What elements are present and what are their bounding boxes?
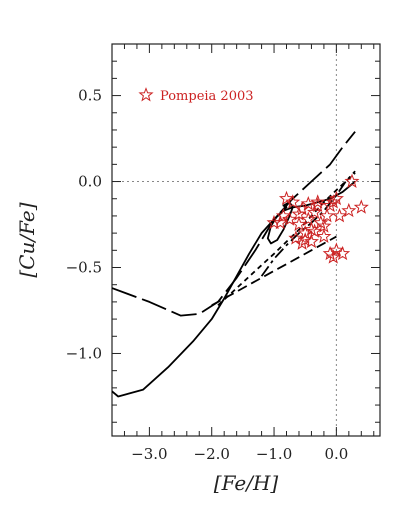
observation-star: [319, 207, 335, 223]
plot-frame: [111, 43, 381, 437]
observation-star: [285, 194, 301, 209]
observation-stars: [266, 173, 369, 264]
y-tick-label: −1.0: [66, 344, 102, 362]
x-axis-label: [Fe/H]: [214, 471, 279, 495]
observation-star: [331, 207, 348, 223]
observation-star: [322, 197, 338, 213]
observation-star: [328, 242, 344, 257]
observation-star: [291, 216, 307, 231]
observation-star: [335, 245, 351, 261]
observation-star: [310, 194, 326, 209]
observation-star: [316, 228, 332, 243]
model-line-long-dash: [112, 131, 356, 317]
x-tick-label: −3.0: [131, 445, 167, 463]
observation-star: [341, 202, 357, 218]
legend-label: Pompeia 2003: [160, 89, 254, 104]
observation-star: [307, 204, 323, 219]
observation-star: [300, 195, 316, 211]
x-tick-label: 0.0: [324, 445, 348, 463]
model-line-solid: [112, 180, 356, 398]
observation-star: [278, 190, 295, 206]
model-line-short-dash: [217, 172, 356, 306]
y-tick-label: 0.5: [78, 87, 102, 105]
x-tick-label: −2.0: [194, 445, 230, 463]
axis-ticks: [111, 43, 380, 436]
model-line-dash: [211, 235, 337, 307]
observation-star: [353, 199, 369, 214]
observation-star: [297, 232, 313, 247]
reference-lines: [112, 44, 380, 436]
observation-star: [307, 223, 323, 238]
observation-star: [303, 233, 319, 249]
legend-star-icon: [138, 87, 154, 102]
observation-star: [282, 211, 298, 226]
observation-star: [275, 207, 291, 223]
y-axis-label: [Cu/Fe]: [15, 202, 39, 277]
observation-star: [322, 245, 338, 261]
observation-star: [294, 235, 310, 250]
x-tick-label: −1.0: [256, 445, 292, 463]
y-tick-label: 0.0: [78, 173, 102, 191]
observation-star: [291, 206, 307, 221]
observation-star: [328, 190, 344, 206]
tick-labels: −3.0 −2.0 −1.0 0.0 0.5 0.0 −0.5 −1.0: [66, 87, 349, 463]
model-line-dash-dot: [260, 170, 356, 277]
observation-star: [313, 214, 329, 230]
observation-star: [300, 211, 316, 226]
observation-star: [266, 214, 282, 230]
y-tick-label: −0.5: [66, 259, 102, 277]
observation-star: [325, 249, 341, 264]
legend-star-marker: [138, 87, 154, 102]
model-lines: [112, 131, 356, 398]
observation-star: [344, 173, 360, 188]
legend: Pompeia 2003: [138, 87, 254, 104]
observation-star: [325, 194, 341, 209]
observation-star: [316, 218, 332, 233]
